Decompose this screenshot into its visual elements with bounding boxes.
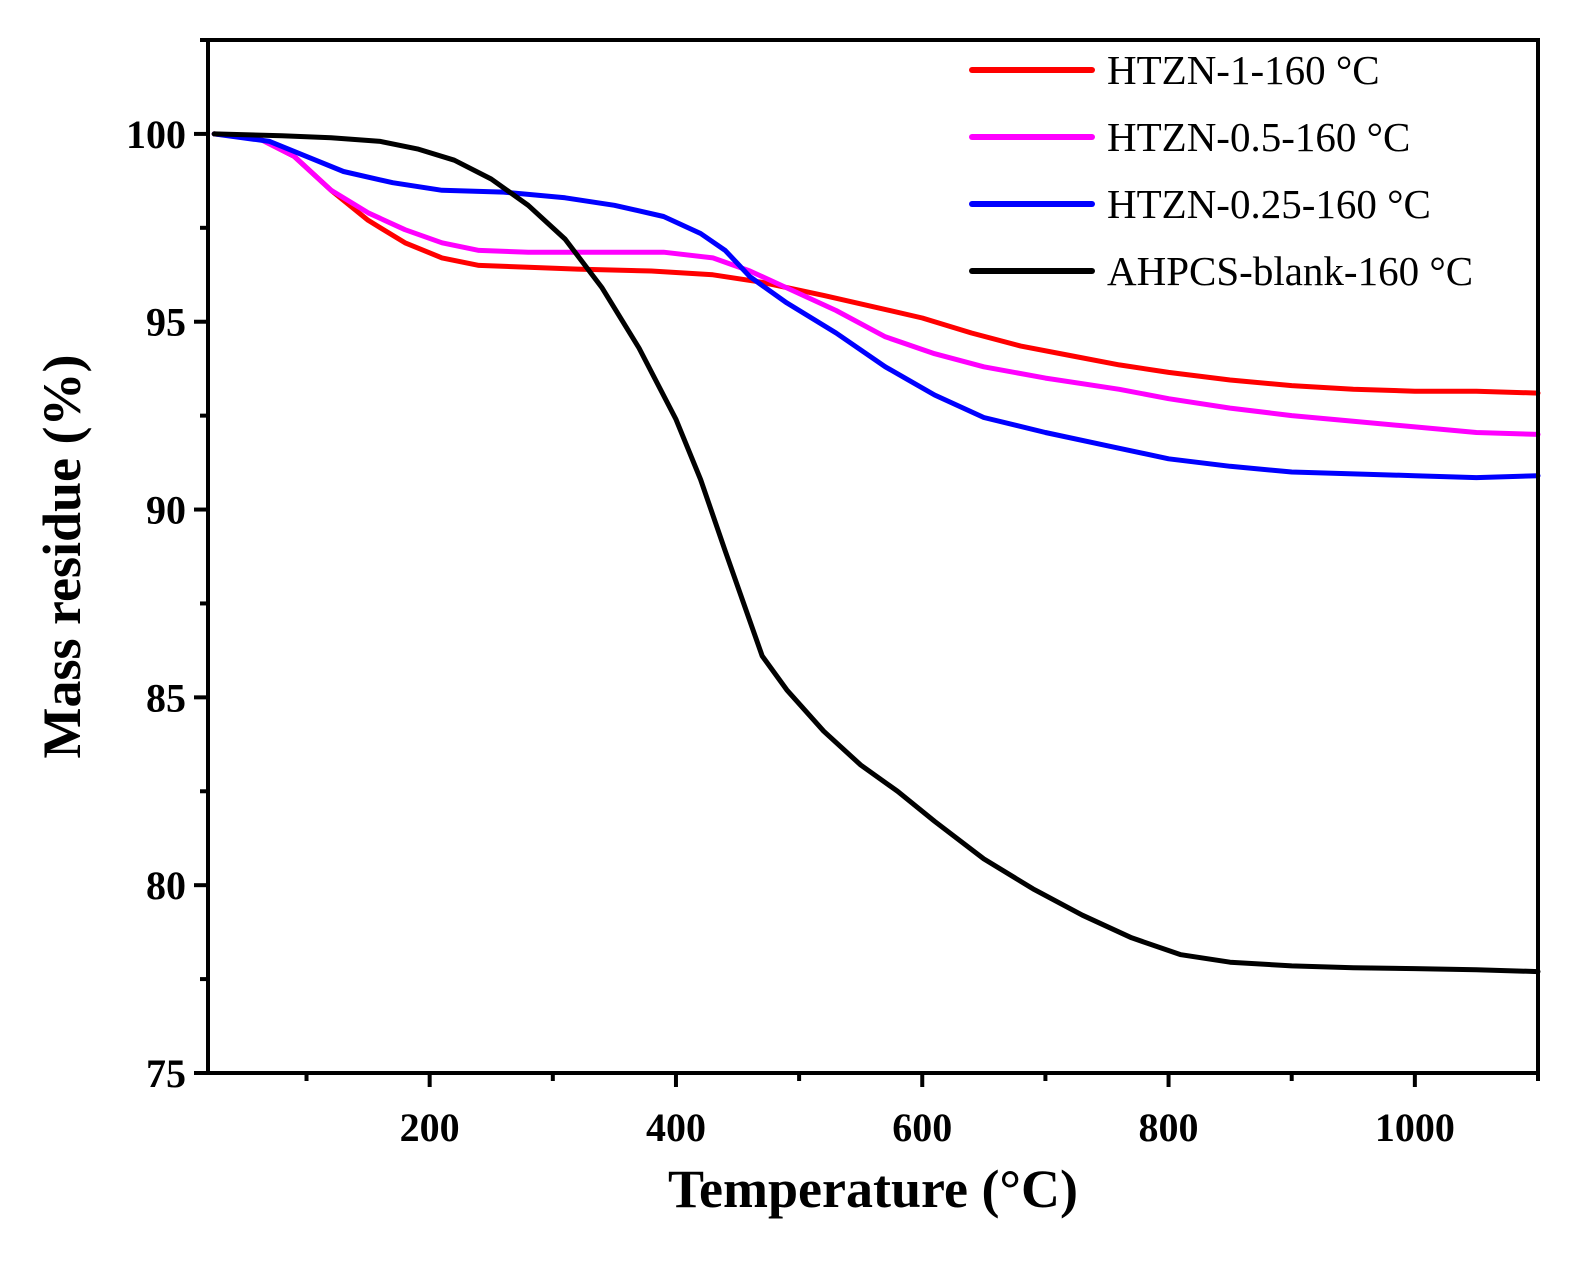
legend-label-3: AHPCS-blank-160 °C <box>1107 248 1473 294</box>
series-line-2 <box>211 131 1541 481</box>
y-tick-label: 90 <box>146 488 186 533</box>
y-tick-label: 100 <box>126 112 186 157</box>
y-tick-label: 95 <box>146 300 186 345</box>
legend-label-0: HTZN-1-160 °C <box>1107 47 1380 93</box>
y-tick-label: 75 <box>146 1051 186 1096</box>
x-tick-label: 200 <box>400 1105 460 1150</box>
x-tick-label: 400 <box>646 1105 706 1150</box>
y-tick-label: 80 <box>146 863 186 908</box>
y-axis-title: Mass residue (%) <box>32 355 92 759</box>
series-line-0 <box>211 131 1541 396</box>
x-tick-label: 600 <box>892 1105 952 1150</box>
series-line-3 <box>211 131 1541 975</box>
plot-frame <box>206 38 1540 1075</box>
legend-label-2: HTZN-0.25-160 °C <box>1107 181 1431 227</box>
legend: HTZN-1-160 °C HTZN-0.5-160 °C HTZN-0.25-16… <box>969 47 1473 294</box>
x-tick-label: 1000 <box>1375 1105 1455 1150</box>
series-line-1 <box>211 131 1541 437</box>
axis-layer: 200 400 600 800 1000 75 80 85 90 95 100 <box>126 38 1540 1150</box>
x-tick-label: 800 <box>1139 1105 1199 1150</box>
x-axis-title: Temperature (°C) <box>668 1159 1078 1219</box>
legend-label-1: HTZN-0.5-160 °C <box>1107 114 1410 160</box>
y-tick-label: 85 <box>146 675 186 720</box>
series-layer <box>211 131 1541 975</box>
